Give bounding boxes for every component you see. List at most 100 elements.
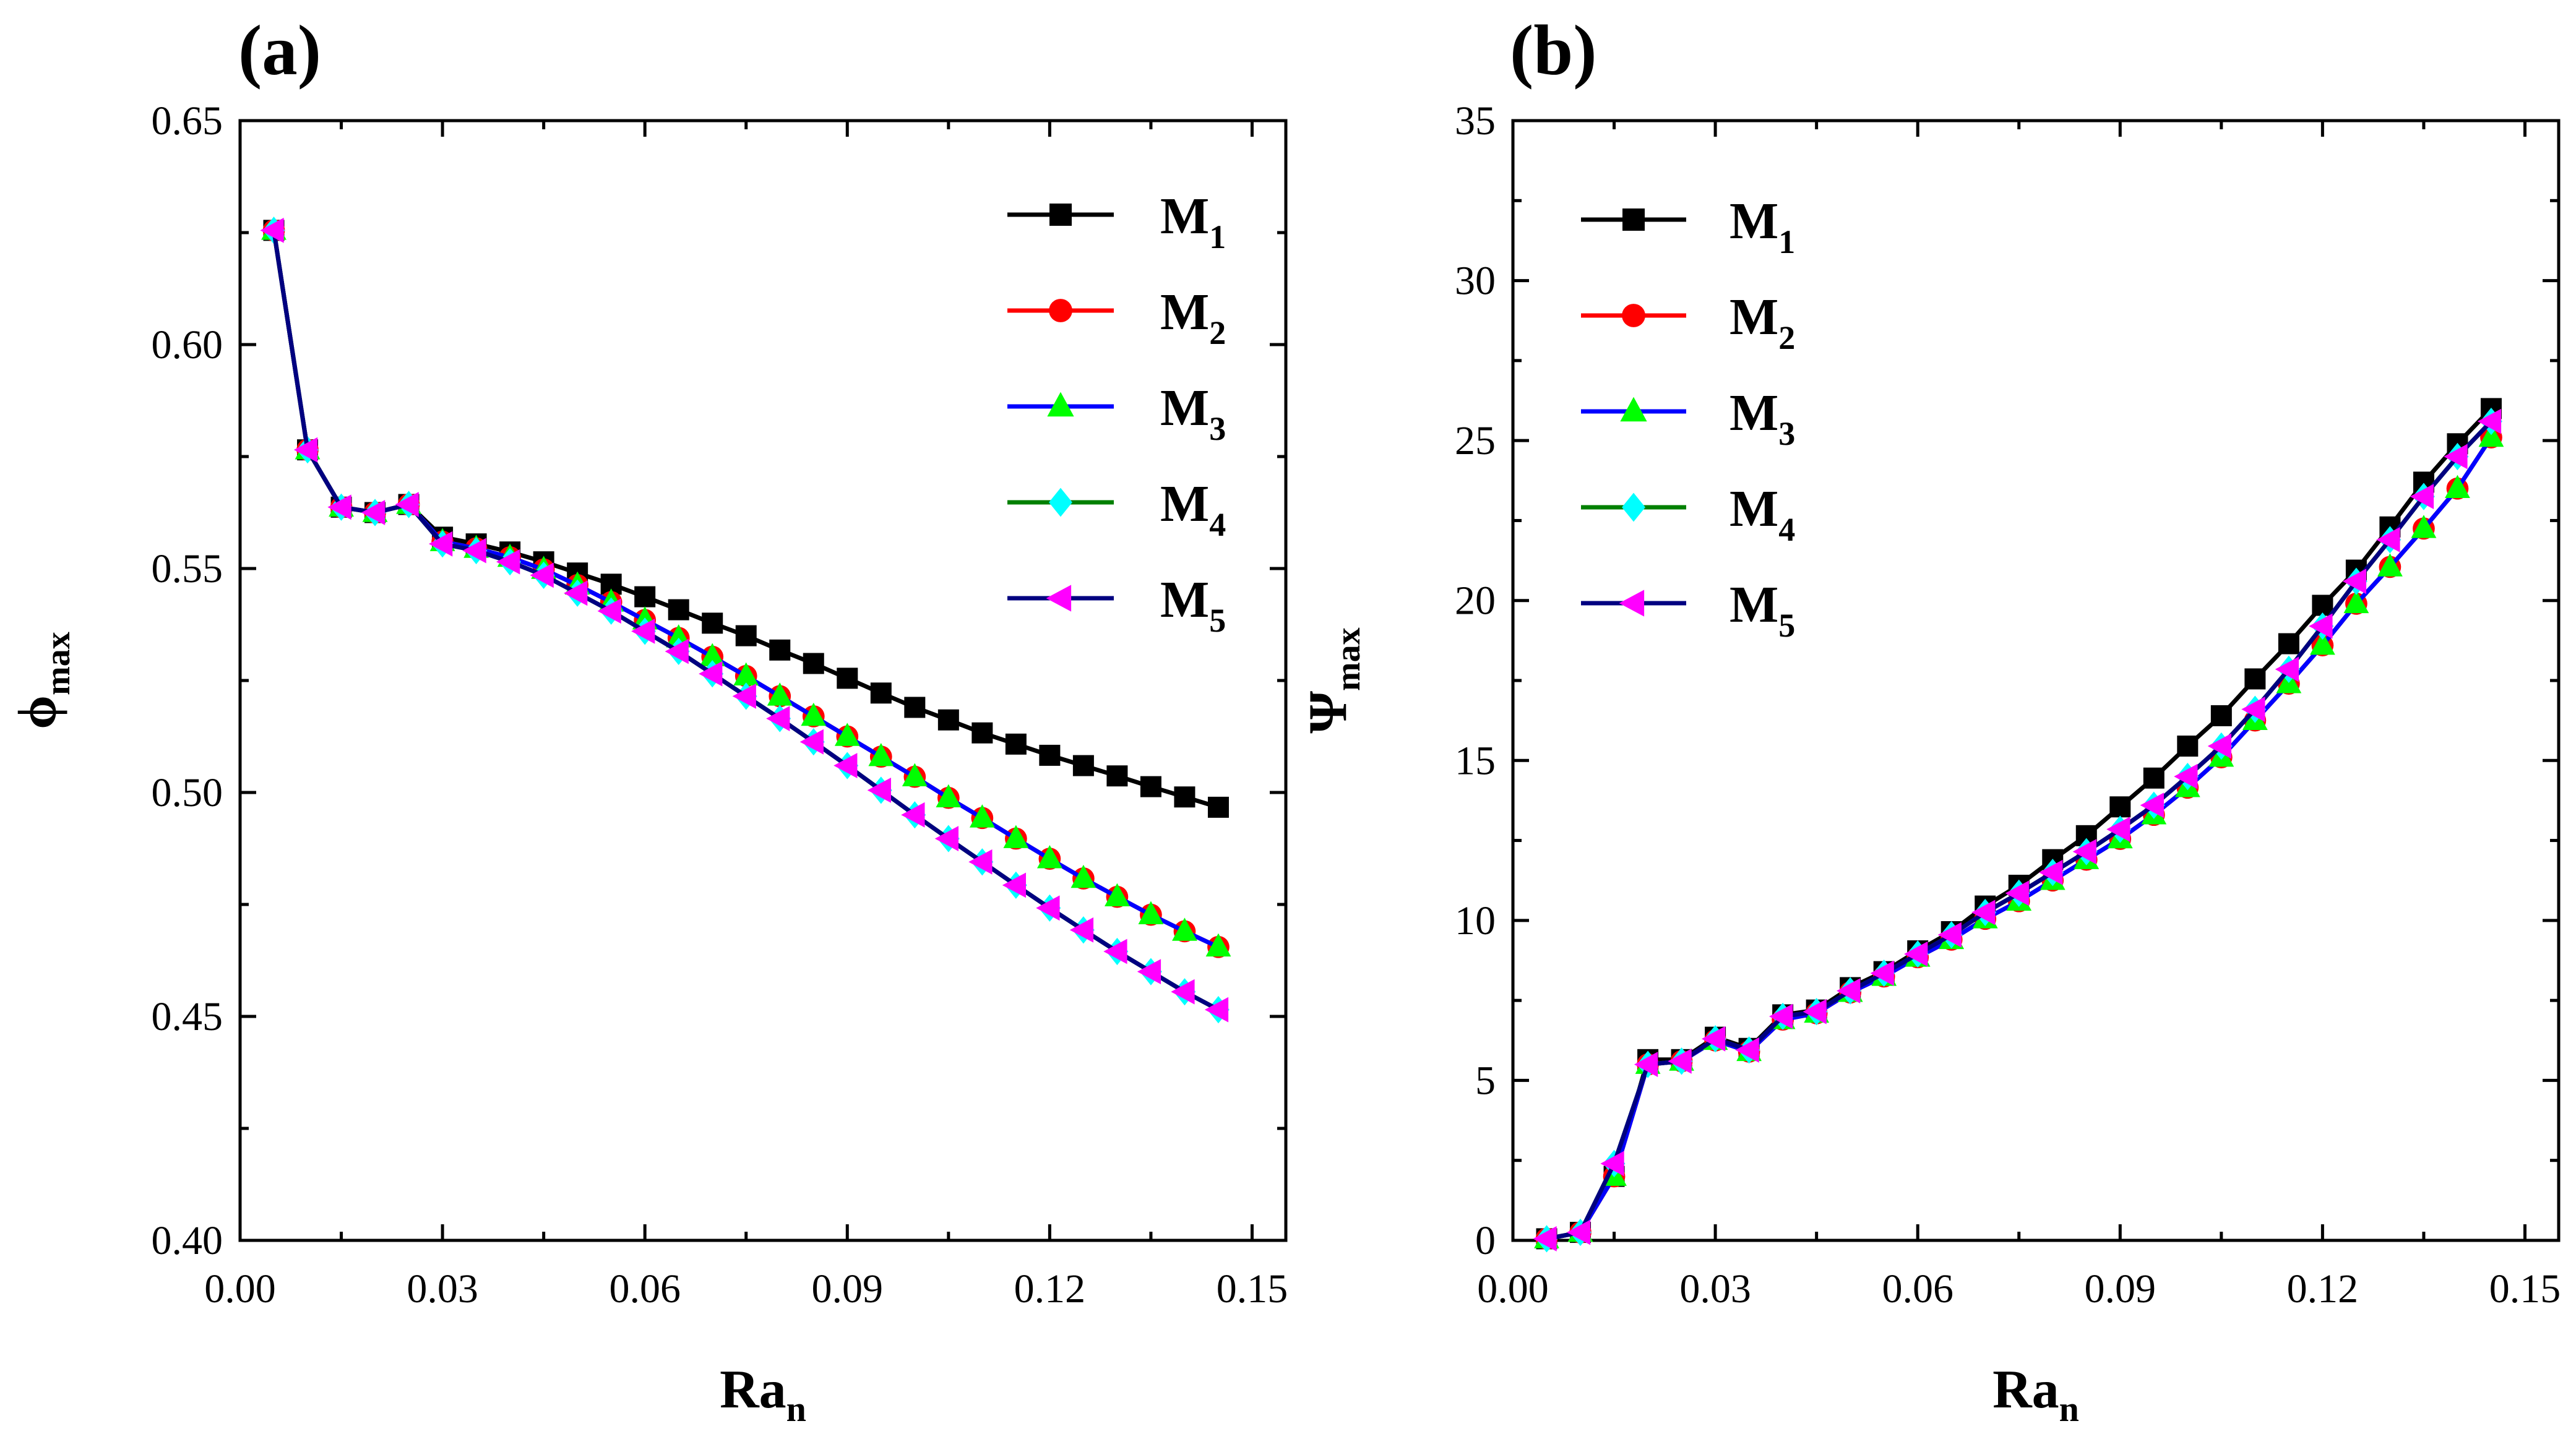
data-point (870, 682, 892, 704)
legend-label: M3 (1730, 384, 1795, 452)
x-tick-label: 0.00 (1477, 1266, 1549, 1312)
data-point (2005, 880, 2029, 906)
data-point (2343, 590, 2369, 614)
data-point (2207, 733, 2231, 759)
y-tick-label: 0.45 (152, 994, 223, 1039)
data-point (2241, 697, 2265, 722)
data-point (1069, 917, 1094, 943)
y-tick-label: 0 (1475, 1218, 1496, 1263)
data-point (1668, 1049, 1692, 1074)
data-point (902, 763, 928, 786)
legend-marker (1049, 204, 1072, 226)
x-tick-label: 0.06 (609, 1266, 681, 1312)
y-tick-label: 0.50 (152, 770, 223, 815)
data-point (2309, 632, 2335, 655)
x-tick-label: 0.12 (1014, 1266, 1086, 1312)
series-line (272, 230, 1220, 949)
data-point (1072, 755, 1094, 776)
legend-label: M5 (1730, 576, 1795, 644)
legend-item: M5 (1581, 576, 1795, 644)
legend-marker (1046, 585, 1072, 612)
data-point (867, 777, 891, 803)
series-M2 (1535, 426, 2502, 1250)
x-tick-label: 0.15 (2489, 1266, 2561, 1312)
legend-item: M3 (1007, 379, 1226, 447)
data-point (634, 586, 656, 608)
data-point (462, 538, 486, 564)
data-point (837, 668, 858, 689)
data-point (801, 702, 827, 726)
series-line (1546, 419, 2493, 1241)
data-point (631, 618, 655, 644)
data-point (1634, 1052, 1658, 1077)
series-line (272, 230, 1220, 1012)
data-point (1036, 895, 1060, 921)
data-point (1971, 900, 1996, 925)
data-point (1937, 922, 1962, 948)
series-M5 (1533, 408, 2502, 1252)
legend-item: M4 (1007, 475, 1226, 543)
series-M1 (263, 220, 1229, 818)
data-point (2109, 796, 2131, 818)
y-tick-label: 0.55 (152, 546, 223, 591)
data-point (2072, 839, 2096, 865)
data-point (969, 804, 995, 828)
data-point (1005, 733, 1027, 755)
data-point (803, 653, 824, 674)
data-point (1140, 776, 1161, 797)
series-line (1546, 436, 2493, 1241)
data-point (2275, 656, 2299, 682)
data-point (1174, 786, 1195, 808)
data-point (665, 638, 689, 664)
y-tick-label: 30 (1455, 259, 1496, 304)
x-tick-label: 0.03 (1679, 1266, 1751, 1312)
data-point (2177, 736, 2199, 757)
legend-marker (1622, 208, 1645, 231)
x-tick-label: 0.12 (2287, 1266, 2359, 1312)
data-point (260, 217, 284, 243)
data-point (1172, 917, 1197, 941)
legend-marker (1619, 590, 1645, 617)
legend-item: M2 (1007, 283, 1226, 351)
data-point (361, 500, 386, 525)
series-line (272, 230, 1220, 1012)
data-point (2477, 408, 2502, 434)
data-point (1769, 1003, 1793, 1029)
data-point (1701, 1026, 1726, 1052)
data-point (767, 682, 793, 706)
data-point (2445, 474, 2470, 499)
y-tick-label: 20 (1455, 578, 1496, 624)
y-axis-title: ϕmax (8, 632, 77, 729)
legend-item: M2 (1581, 288, 1795, 356)
data-point (1566, 1219, 1591, 1245)
legend-label: M1 (1730, 192, 1795, 260)
data-point (1106, 765, 1128, 787)
data-point (733, 662, 759, 686)
x-axis-title: Ran (720, 1360, 806, 1429)
y-tick-label: 0.60 (152, 322, 223, 367)
panel-label: (a) (238, 11, 321, 90)
data-point (834, 723, 860, 746)
data-point (2312, 595, 2333, 616)
data-point (1137, 959, 1161, 984)
x-tick-label: 0.09 (812, 1266, 884, 1312)
data-point (1138, 901, 1164, 924)
data-point (2278, 633, 2299, 655)
data-point (699, 643, 725, 666)
plot-frame (1511, 119, 2561, 1242)
series-M2 (262, 219, 1230, 958)
series-M4 (262, 217, 1230, 1024)
y-axis-title: Ψmax (1298, 627, 1368, 733)
panel-label: (b) (1510, 11, 1597, 90)
series-line (1546, 419, 2493, 1241)
panel-b-psi-max-chart: (b) 0.00 0.03 0.06 0.09 0.12 0.15 0 5 10 15 20 25 30 3… (1298, 11, 2561, 1429)
data-point (293, 437, 318, 463)
series-line (272, 230, 1220, 810)
legend-item: M3 (1581, 384, 1795, 452)
legend-label: M5 (1160, 571, 1226, 639)
data-point (2140, 792, 2164, 818)
data-point (1103, 938, 1127, 964)
data-point (769, 639, 791, 661)
legend-label: M4 (1160, 475, 1226, 543)
